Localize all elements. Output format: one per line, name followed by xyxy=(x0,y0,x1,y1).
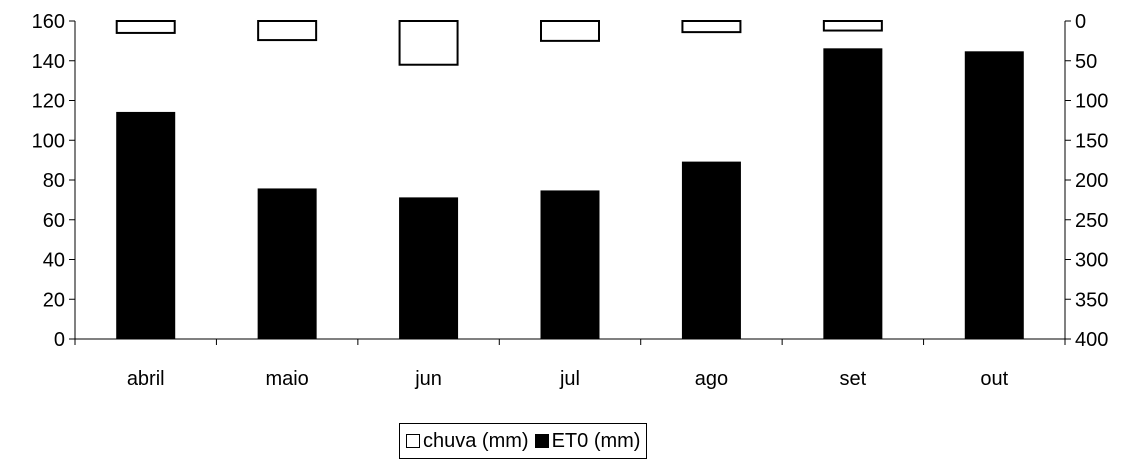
legend: chuva (mm) ET0 (mm) xyxy=(399,423,648,459)
bar-chuva-maio xyxy=(257,20,318,42)
y-right-tick-label: 400 xyxy=(1075,329,1108,351)
y-right-tick-label: 0 xyxy=(1075,11,1086,33)
y-left-tick-label: 140 xyxy=(32,51,65,73)
bar-et0-out xyxy=(964,51,1024,340)
legend-item: chuva (mm) xyxy=(406,430,529,453)
y-left-tick-label: 120 xyxy=(32,91,65,113)
y-right-tick-label: 100 xyxy=(1075,91,1108,113)
bar-et0-abril xyxy=(116,111,176,340)
legend-swatch xyxy=(534,434,549,448)
legend-label: ET0 (mm) xyxy=(551,429,641,452)
y-left-tick-label: 160 xyxy=(32,11,65,33)
y-left-tick-label: 60 xyxy=(43,210,65,232)
y-left-tick-label: 20 xyxy=(43,289,65,311)
chart-area: 0 20 40 60 80 100 120 140 160 0 50 100 150 200 250 300 3… xyxy=(32,11,1109,390)
x-tick-label: abril xyxy=(127,368,165,390)
bar-chuva-jun xyxy=(398,20,459,66)
bar-et0-jul xyxy=(540,190,600,340)
x-tick-label: jun xyxy=(414,368,442,390)
x-tick-label: set xyxy=(840,368,867,390)
legend-item: ET0 (mm) xyxy=(534,429,641,453)
y-left-tick-label: 100 xyxy=(32,130,65,152)
y-left-tick-label: 80 xyxy=(43,170,65,192)
y-right-tick-label: 150 xyxy=(1075,130,1108,152)
x-tick-label: maio xyxy=(265,368,308,390)
y-right-tick-label: 350 xyxy=(1075,289,1108,311)
bar-et0-ago xyxy=(681,161,741,340)
legend-swatch xyxy=(406,434,420,448)
y-right-tick-label: 300 xyxy=(1075,250,1108,272)
bar-chuva-ago xyxy=(681,20,742,34)
bar-chuva-abril xyxy=(115,20,176,34)
bar-et0-maio xyxy=(257,188,317,340)
bar-chuva-jul xyxy=(540,20,600,42)
bar-et0-jun xyxy=(399,197,459,340)
bar-chuva-set xyxy=(822,20,883,32)
y-left-tick-label: 0 xyxy=(54,329,65,351)
x-tick-label: jul xyxy=(559,368,580,390)
y-right-tick-label: 250 xyxy=(1075,210,1108,232)
bar-et0-set xyxy=(823,48,883,340)
x-tick-label: ago xyxy=(695,368,728,390)
x-tick-label: out xyxy=(980,368,1008,390)
y-right-tick-label: 200 xyxy=(1075,170,1108,192)
legend-label: chuva (mm) xyxy=(423,429,529,452)
y-right-tick-label: 50 xyxy=(1075,51,1097,73)
y-left-tick-label: 40 xyxy=(43,250,65,272)
